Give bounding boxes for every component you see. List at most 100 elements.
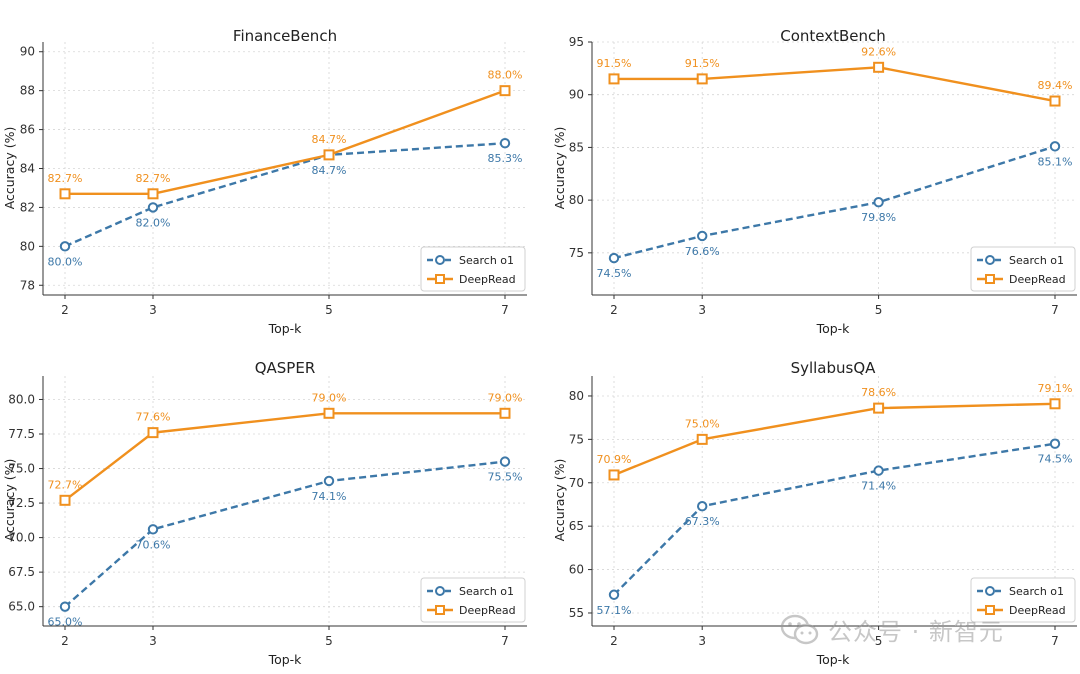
x-tick-label: 2 (61, 303, 69, 317)
data-point (608, 469, 620, 481)
x-tick-label: 3 (698, 303, 706, 317)
legend-item: DeepRead (977, 273, 1066, 286)
data-point (323, 149, 335, 161)
x-tick-label: 3 (698, 634, 706, 648)
data-label: 70.9% (597, 453, 632, 466)
legend-marker (435, 605, 445, 615)
data-point (59, 188, 71, 200)
series-search-o1: 74.5% 76.6% 79.8% 85.1% (597, 141, 1073, 280)
y-axis-label: Accuracy (%) (552, 459, 567, 542)
legend-item: DeepRead (977, 604, 1066, 617)
legend-marker (435, 274, 445, 284)
data-point (499, 456, 511, 467)
data-label: 84.7% (312, 133, 347, 146)
data-label: 57.1% (597, 604, 632, 617)
y-tick-label: 95 (569, 35, 584, 49)
data-label: 79.0% (312, 391, 347, 404)
data-point (59, 494, 71, 506)
data-point (608, 252, 620, 264)
series-line (64, 412, 505, 502)
x-axis-label: Top-k (268, 652, 303, 667)
data-point (1049, 398, 1061, 410)
y-tick-label: 84 (20, 162, 35, 176)
y-tick-label: 77.5 (8, 427, 35, 441)
data-point (696, 73, 708, 85)
watermark: 公众号 · 新智元 (780, 612, 1004, 647)
series-deepread: 72.7% 77.6% 79.0% 79.0% (48, 391, 522, 506)
chart-panel-qasper: 2 3 5 7 65.0 67.5 70.0 72.5 75.0 77.5 80.0 QASPER To… (2, 359, 527, 667)
data-point (59, 241, 71, 252)
y-tick-label: 75 (569, 246, 584, 260)
data-point (323, 475, 335, 487)
data-label: 85.3% (488, 152, 523, 165)
y-tick-label: 80 (569, 193, 584, 207)
data-label: 85.1% (1038, 155, 1073, 168)
data-point (147, 427, 159, 439)
y-tick-label: 90 (20, 45, 35, 59)
legend-marker (985, 255, 995, 265)
y-tick-label: 55 (569, 606, 584, 620)
watermark-text: 公众号 · 新智元 (828, 618, 1004, 646)
y-tick-label: 70 (569, 476, 584, 490)
chart-title: FinanceBench (233, 27, 337, 45)
series-line (65, 89, 506, 196)
x-tick-label: 7 (501, 634, 509, 648)
y-tick-label: 90 (569, 88, 584, 102)
grid-lines (592, 376, 1077, 626)
legend-marker (435, 586, 445, 596)
legend: Search o1 DeepRead (970, 246, 1076, 292)
x-tick-label: 3 (149, 303, 157, 317)
y-tick-label: 60 (569, 563, 584, 577)
legend: Search o1 DeepRead (420, 577, 526, 623)
chart-panel-syllabusqa: 2 3 5 7 55 60 65 70 75 80 SyllabusQA Top-k Accuracy … (552, 359, 1077, 667)
x-axis-label: Top-k (816, 321, 851, 336)
data-point (608, 589, 620, 600)
data-point (873, 197, 884, 208)
data-point (147, 188, 159, 200)
legend-marker (985, 605, 995, 615)
legend-label: DeepRead (1009, 273, 1066, 286)
x-tick-label: 2 (610, 634, 618, 648)
legend-label: Search o1 (1009, 585, 1064, 598)
data-point (147, 202, 159, 213)
y-tick-label: 75.0 (8, 462, 35, 476)
y-tick-label: 70.0 (8, 531, 35, 545)
x-tick-label: 5 (875, 303, 883, 317)
legend-marker (985, 586, 995, 596)
legend-marker (985, 274, 995, 284)
legend-item: Search o1 (977, 585, 1064, 598)
legend-item: DeepRead (427, 604, 516, 617)
chart-panel-contextbench: 2 3 5 7 75 80 85 90 95 ContextBench Top-k Accuracy … (552, 27, 1077, 336)
legend-label: DeepRead (1009, 604, 1066, 617)
data-point (873, 465, 884, 476)
data-point (697, 230, 708, 242)
series-search-o1: 65.0% 70.6% 74.1% 75.5% (48, 456, 522, 629)
data-point (697, 501, 708, 512)
data-label: 79.8% (861, 211, 896, 224)
data-label: 84.7% (312, 164, 347, 177)
chart-title: QASPER (255, 359, 316, 377)
series-line (614, 66, 1056, 103)
legend-label: Search o1 (459, 254, 514, 267)
data-label: 74.5% (597, 267, 632, 280)
data-label: 75.0% (685, 417, 720, 430)
y-axis-label: Accuracy (%) (2, 459, 17, 542)
chart-panel-financebench: 2 3 5 7 78 80 82 84 86 88 90 FinanceBench Top-k Accur… (2, 27, 527, 336)
series-line (613, 145, 1056, 260)
legend-label: Search o1 (1009, 254, 1064, 267)
x-tick-label: 5 (325, 303, 333, 317)
x-tick-label: 5 (325, 634, 333, 648)
x-tick-label: 7 (501, 303, 509, 317)
data-label: 76.6% (685, 245, 720, 258)
data-label: 89.4% (1038, 79, 1073, 92)
y-axis-label: Accuracy (%) (2, 127, 17, 210)
y-tick-label: 80.0 (8, 392, 35, 406)
series-line (613, 402, 1056, 477)
x-tick-label: 7 (1051, 303, 1059, 317)
data-point (873, 61, 885, 73)
legend-item: Search o1 (427, 254, 514, 267)
chart-title: ContextBench (780, 27, 886, 45)
data-point (873, 402, 885, 414)
series-deepread: 91.5% 91.5% 92.6% 89.4% (597, 45, 1073, 107)
y-tick-label: 75 (569, 432, 584, 446)
